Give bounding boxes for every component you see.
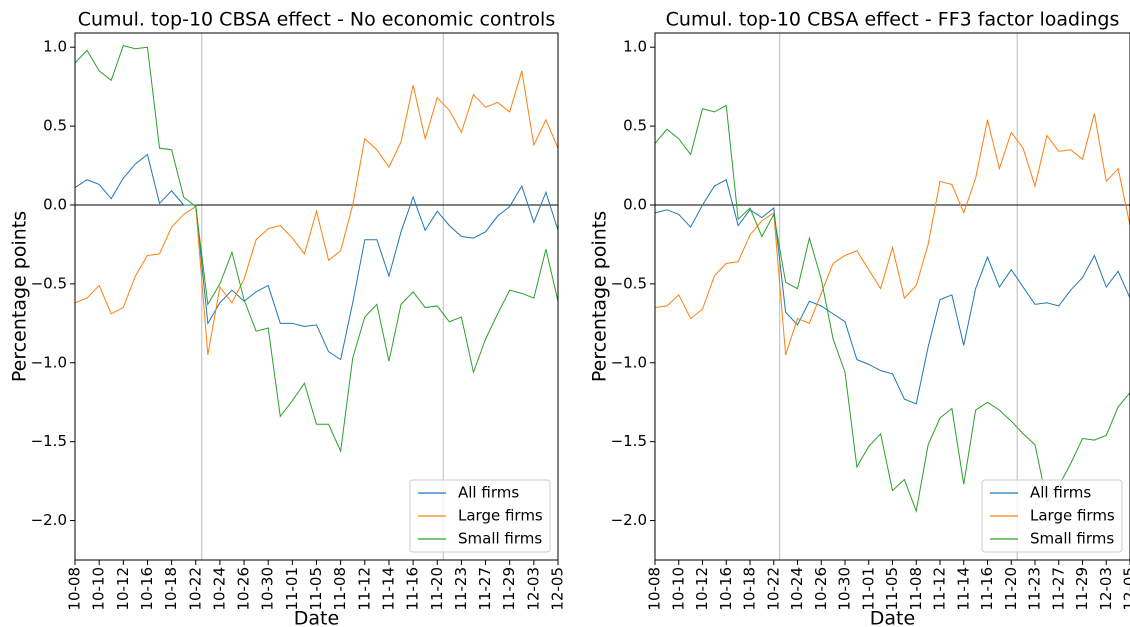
x-tick-label: 11-14 [379,567,397,611]
x-tick-label: 11-23 [1026,567,1044,611]
x-tick-label: 11-16 [978,567,996,611]
x-tick-label: 11-20 [1002,567,1020,611]
y-tick-label: 1.0 [623,38,647,56]
chart-title: Cumul. top-10 CBSA effect - No economic … [78,9,555,31]
x-tick-label: 10-30 [259,567,277,611]
y-tick-label: 0.0 [623,195,647,213]
y-tick-label: −1.5 [31,432,67,450]
y-tick-label: −2.0 [31,511,67,529]
legend-box [981,479,1123,553]
y-tick-label: −1.0 [31,353,67,371]
legend-label: Large firms [458,507,543,525]
x-tick-label: 12-05 [1121,567,1130,611]
x-tick-label: 12-03 [524,567,542,611]
x-tick-label: 10-18 [162,567,180,611]
series-line [75,70,558,355]
series-line [655,104,1130,513]
series-line [75,45,558,453]
y-tick-label: −2.0 [611,511,647,529]
legend-label: Small firms [458,530,542,548]
x-tick-label: 10-24 [788,567,806,611]
x-tick-label: 10-26 [235,567,253,611]
legend-box [409,479,551,553]
x-tick-label: 10-22 [186,567,204,611]
x-tick-label: 11-01 [283,567,301,611]
x-tick-label: 11-12 [355,567,373,611]
x-tick-label: 10-24 [210,567,228,611]
y-axis-label: Percentage points [9,211,31,382]
y-tick-label: 0.5 [623,117,647,135]
panel: Cumul. top-10 CBSA effect - No economic … [9,9,567,627]
x-tick-label: 12-05 [549,567,567,611]
x-tick-label: 11-05 [307,567,325,611]
legend-label: All firms [458,484,519,502]
x-tick-label: 11-27 [1049,567,1067,611]
x-tick-label: 11-08 [907,567,925,611]
legend: All firms Large firms Small firms [409,479,551,553]
x-tick-label: 10-10 [90,567,108,611]
series-line [655,179,1130,405]
x-tick-label: 11-05 [883,567,901,611]
x-tick-label: 11-14 [954,567,972,611]
x-axis-label: Date [294,608,339,627]
x-tick-label: 10-22 [764,567,782,611]
x-tick-label: 10-08 [646,567,664,611]
panel: Cumul. top-10 CBSA effect - FF3 factor l… [589,9,1130,627]
x-tick-label: 11-01 [859,567,877,611]
y-axis-label: Percentage points [589,211,611,382]
x-tick-label: 12-03 [1097,567,1115,611]
legend-label: Large firms [1030,507,1115,525]
x-tick-label: 11-29 [1073,567,1091,611]
x-tick-label: 11-20 [428,567,446,611]
x-axis-label: Date [870,608,915,627]
y-tick-label: −1.5 [611,432,647,450]
x-tick-label: 11-29 [500,567,518,611]
y-tick-label: 0.0 [43,195,67,213]
x-tick-label: 10-16 [717,567,735,611]
y-tick-label: 1.0 [43,38,67,56]
x-tick-label: 10-18 [741,567,759,611]
y-tick-label: −0.5 [31,274,67,292]
x-tick-label: 10-12 [693,567,711,611]
chart-title: Cumul. top-10 CBSA effect - FF3 factor l… [666,9,1120,31]
y-tick-label: −1.0 [611,353,647,371]
x-tick-label: 11-27 [476,567,494,611]
y-tick-label: 0.5 [43,117,67,135]
x-tick-label: 10-30 [836,567,854,611]
legend-label: All firms [1030,484,1091,502]
x-tick-label: 10-16 [138,567,156,611]
plot-frame [74,32,559,561]
x-tick-label: 10-26 [812,567,830,611]
x-tick-label: 11-16 [404,567,422,611]
x-tick-label: 10-10 [669,567,687,611]
plot-frame [654,32,1130,561]
legend: All firms Large firms Small firms [981,479,1123,553]
x-tick-label: 10-08 [66,567,84,611]
series-line [75,153,558,361]
x-tick-label: 11-08 [331,567,349,611]
x-tick-label: 11-12 [931,567,949,611]
x-tick-label: 10-12 [114,567,132,611]
series-line [655,113,1130,356]
x-tick-label: 11-23 [452,567,470,611]
y-tick-label: −0.5 [611,274,647,292]
legend-label: Small firms [1030,530,1114,548]
